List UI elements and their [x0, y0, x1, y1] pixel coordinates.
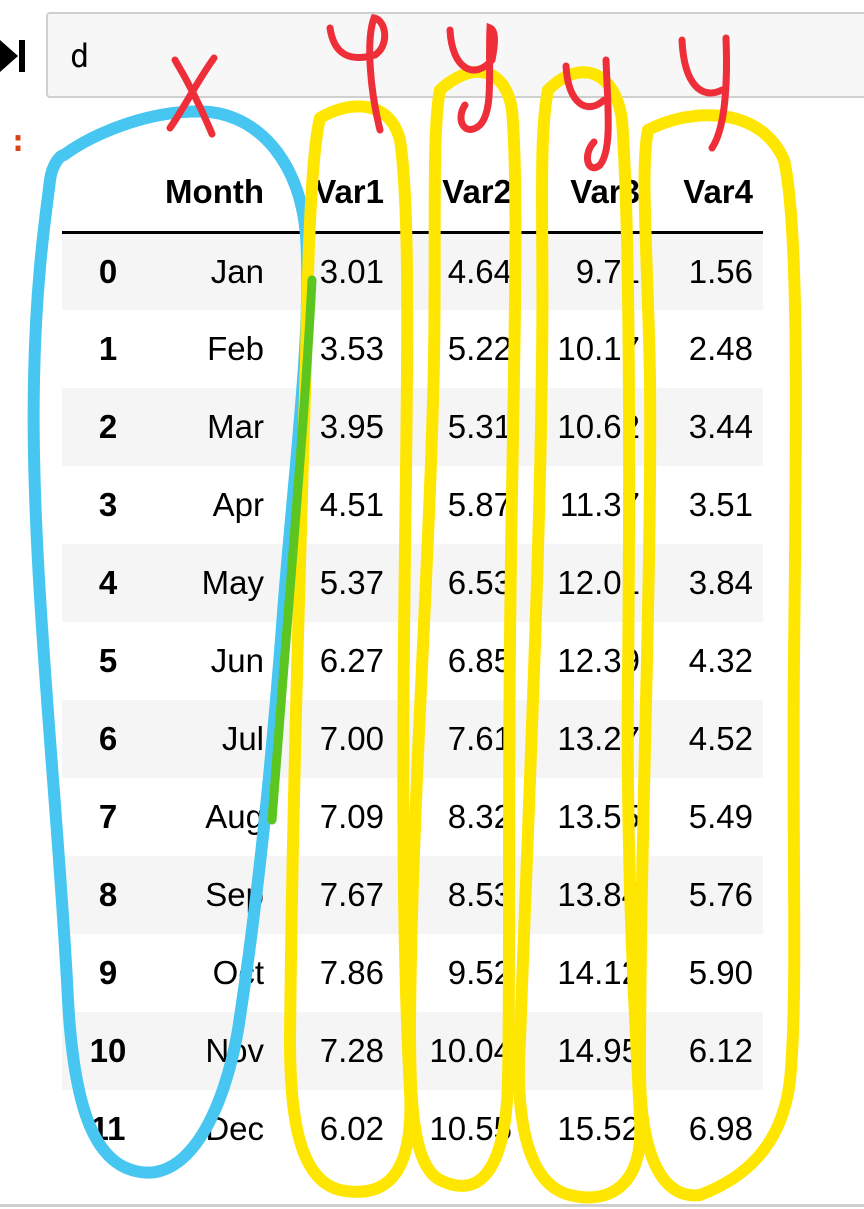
cell-var1: 3.95 [319, 408, 384, 445]
cell-var2: 9.52 [447, 954, 512, 991]
row-index: 3 [98, 486, 118, 523]
table-row: 8 Sep 7.67 8.53 13.84 5.76 [62, 856, 763, 934]
cell-month: Mar [207, 408, 264, 445]
cell-var2: 10.55 [429, 1110, 512, 1147]
cell-var1: 6.02 [319, 1110, 384, 1147]
cell-var2: 6.85 [447, 642, 512, 679]
column-header-month: Month [144, 154, 274, 234]
cell-var2: 8.32 [447, 798, 512, 835]
cell-var2: 5.22 [447, 330, 512, 367]
cell-month: Oct [212, 954, 264, 991]
row-index: 4 [98, 564, 118, 601]
cell-var4: 4.52 [688, 720, 753, 757]
table-row: 6 Jul 7.00 7.61 13.27 4.52 [62, 700, 763, 778]
cell-var4: 1.56 [688, 252, 753, 290]
row-index: 7 [98, 798, 118, 835]
cell-var1: 7.86 [319, 954, 384, 991]
column-header-var3: Var3 [522, 154, 650, 234]
table-row: 1 Feb 3.53 5.22 10.17 2.48 [62, 310, 763, 388]
column-header-var1: Var1 [274, 154, 394, 234]
cell-var4: 3.84 [688, 564, 753, 601]
cell-var2: 6.53 [447, 564, 512, 601]
cell-month: Jan [210, 252, 264, 290]
cell-var3: 13.84 [557, 876, 640, 913]
cell-month: Apr [212, 486, 264, 523]
cell-month: Jul [221, 720, 264, 757]
row-index: 5 [98, 642, 118, 679]
cell-var1: 4.51 [319, 486, 384, 523]
table-row: 2 Mar 3.95 5.31 10.62 3.44 [62, 388, 763, 466]
cell-var1: 7.67 [319, 876, 384, 913]
output-prompt: : [9, 124, 28, 159]
cell-var2: 4.64 [447, 252, 512, 290]
table-row: 10 Nov 7.28 10.04 14.95 6.12 [62, 1012, 763, 1090]
cell-var4: 2.48 [688, 330, 753, 367]
table-row: 11 Dec 6.02 10.55 15.52 6.98 [62, 1090, 763, 1168]
cell-var2: 10.04 [429, 1032, 512, 1069]
cell-var1: 3.53 [319, 330, 384, 367]
table-row: 4 May 5.37 6.53 12.01 3.84 [62, 544, 763, 622]
cell-var2: 8.53 [447, 876, 512, 913]
table-row: 0 Jan 3.01 4.64 9.71 1.56 [62, 232, 763, 310]
cell-var4: 6.98 [688, 1110, 753, 1147]
row-index: 2 [98, 408, 118, 445]
cell-var4: 3.51 [688, 486, 753, 523]
cell-var4: 6.12 [688, 1032, 753, 1069]
table-row: 3 Apr 4.51 5.87 11.37 3.51 [62, 466, 763, 544]
cell-var3: 13.55 [557, 798, 640, 835]
cell-var4: 5.49 [688, 798, 753, 835]
cell-var3: 14.95 [557, 1032, 640, 1069]
cell-var4: 5.76 [688, 876, 753, 913]
cell-month: Aug [205, 798, 264, 835]
cell-month: Nov [205, 1032, 264, 1069]
cell-var1: 7.28 [319, 1032, 384, 1069]
cell-bottom-border [0, 1204, 864, 1207]
column-header-var2: Var2 [394, 154, 522, 234]
table-header-row: Month Var1 Var2 Var3 Var4 [62, 154, 763, 234]
cell-var1: 5.37 [319, 564, 384, 601]
cell-var4: 3.44 [688, 408, 753, 445]
code-cell-text: d [70, 37, 90, 75]
run-cell-icon[interactable] [0, 34, 28, 78]
cell-month: Jun [210, 642, 264, 679]
row-index: 11 [90, 1110, 126, 1147]
row-index: 10 [89, 1032, 127, 1069]
column-header-var4: Var4 [650, 154, 763, 234]
cell-var3: 10.62 [557, 408, 640, 445]
code-cell-input[interactable]: d [46, 12, 864, 98]
cell-var3: 12.01 [557, 564, 640, 601]
dataframe-table: Month Var1 Var2 Var3 Var4 0 Jan 3.01 4.6… [62, 154, 763, 1168]
cell-var3: 10.17 [557, 330, 640, 367]
cell-var3: 11.37 [559, 486, 640, 523]
cell-var4: 5.90 [688, 954, 753, 991]
cell-month: May [201, 564, 264, 601]
cell-var2: 7.61 [447, 720, 512, 757]
cell-var3: 15.52 [557, 1110, 640, 1147]
cell-month: Feb [207, 330, 264, 367]
cell-var3: 9.71 [575, 252, 640, 290]
cell-var2: 5.87 [447, 486, 512, 523]
cell-month: Dec [205, 1110, 264, 1147]
cell-var1: 3.01 [319, 252, 384, 290]
cell-var2: 5.31 [447, 408, 512, 445]
cell-var4: 4.32 [688, 642, 753, 679]
cell-var3: 14.12 [557, 954, 640, 991]
row-index: 1 [98, 330, 118, 367]
row-index: 8 [98, 876, 118, 913]
row-index: 0 [98, 252, 118, 290]
row-index: 9 [98, 954, 118, 991]
index-header [62, 154, 144, 234]
cell-var1: 7.00 [319, 720, 384, 757]
row-index: 6 [98, 720, 118, 757]
cell-var3: 12.39 [557, 642, 640, 679]
table-row: 9 Oct 7.86 9.52 14.12 5.90 [62, 934, 763, 1012]
table-row: 7 Aug 7.09 8.32 13.55 5.49 [62, 778, 763, 856]
cell-month: Sep [205, 876, 264, 913]
table-row: 5 Jun 6.27 6.85 12.39 4.32 [62, 622, 763, 700]
cell-var1: 6.27 [319, 642, 384, 679]
cell-var1: 7.09 [319, 798, 384, 835]
cell-var3: 13.27 [557, 720, 640, 757]
